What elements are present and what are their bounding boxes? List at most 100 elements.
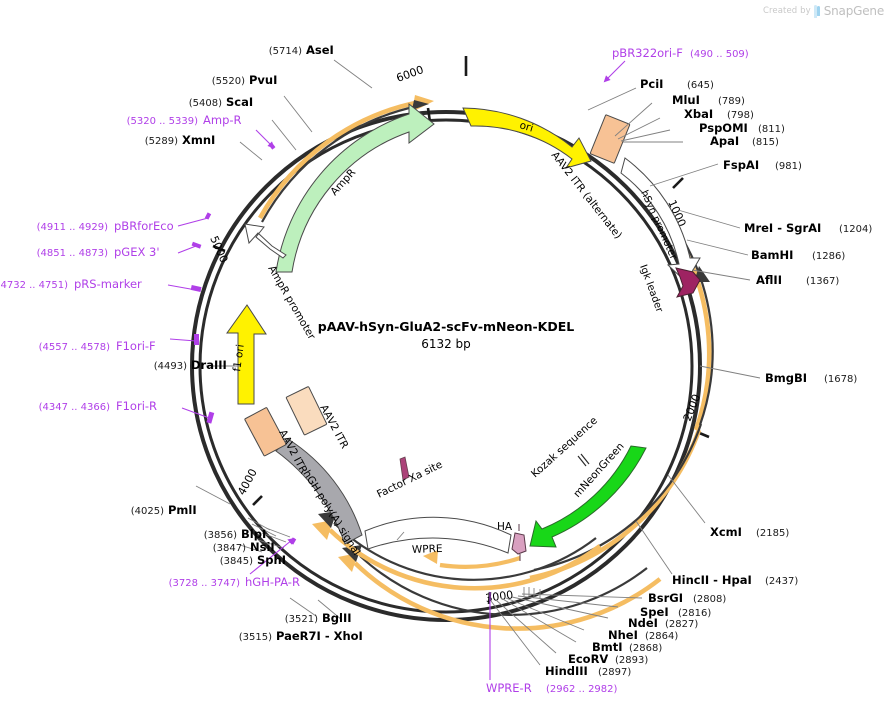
primer-label-f1ori-f[interactable]: (4557 .. 4578) F1ori-F — [39, 339, 156, 353]
enzyme-label-draiii[interactable]: (4493) DraIII — [154, 358, 227, 372]
svg-text:BmtI: BmtI — [592, 640, 623, 654]
enzyme-label-bsrgi[interactable]: BsrGI (2808) — [648, 591, 726, 605]
tick-label-3000: 3000 — [485, 588, 515, 605]
enzyme-label-bmgbi[interactable]: BmgBI (1678) — [765, 371, 857, 385]
enzyme-label-hindiii[interactable]: HindIII (2897) — [545, 664, 631, 678]
svg-text:AflII: AflII — [756, 273, 782, 287]
snapgene-logo-icon — [813, 4, 821, 18]
svg-text:DraIII: DraIII — [191, 358, 227, 372]
svg-text:(2185): (2185) — [756, 528, 789, 539]
enzyme-label-pvui[interactable]: (5520) PvuI — [212, 73, 278, 87]
enzyme-label-spei[interactable]: SpeI (2816) — [640, 605, 711, 619]
svg-text:(4851 .. 4873): (4851 .. 4873) — [37, 248, 109, 259]
enzyme-label-xcmi[interactable]: XcmI (2185) — [710, 525, 789, 539]
primer-label-amp-r[interactable]: (5320 .. 5339) Amp-R — [127, 113, 242, 127]
svg-text:(1204): (1204) — [839, 224, 872, 235]
enzyme-label-xmni[interactable]: (5289) XmnI — [145, 133, 216, 147]
enzyme-label-ecorv[interactable]: EcoRV (2893) — [568, 652, 648, 666]
enzyme-label-asei[interactable]: (5714) AseI — [269, 43, 334, 57]
enzyme-label-scai[interactable]: (5408) ScaI — [189, 95, 253, 109]
svg-text:(3856): (3856) — [204, 530, 237, 541]
enzyme-label-blpi[interactable]: (3856) BlpI — [204, 527, 266, 541]
enzyme-label-mlui[interactable]: MluI (789) — [672, 93, 745, 107]
svg-text:(2864): (2864) — [645, 631, 678, 642]
svg-text:XcmI: XcmI — [710, 525, 742, 539]
svg-text:Amp-R: Amp-R — [203, 113, 242, 127]
svg-text:MreI - SgrAI: MreI - SgrAI — [744, 221, 821, 235]
svg-text:(789): (789) — [718, 96, 745, 107]
svg-text:(5714): (5714) — [269, 46, 302, 57]
enzyme-label-pmli[interactable]: (4025) PmlI — [131, 503, 197, 517]
primer-label-hgh-pa-r[interactable]: (3728 .. 3747) hGH-PA-R — [169, 575, 300, 589]
watermark-brand: SnapGene — [823, 4, 884, 18]
enzyme-label-aflii[interactable]: AflII (1367) — [756, 273, 839, 287]
svg-text:EcoRV: EcoRV — [568, 652, 608, 666]
svg-text:F1ori-R: F1ori-R — [116, 399, 157, 413]
enzyme-label-xbai[interactable]: XbaI (798) — [684, 107, 754, 121]
feature-label-ori: ori — [518, 119, 534, 134]
feature-ori[interactable]: ori — [462, 107, 592, 169]
enzyme-label-ndei[interactable]: NdeI (2827) — [628, 616, 698, 630]
svg-text:(4911 .. 4929): (4911 .. 4929) — [37, 222, 109, 233]
primer-labels: pBR322ori-F (490 .. 509) WPRE-R (2962 ..… — [0, 46, 749, 695]
svg-text:NdeI: NdeI — [628, 616, 658, 630]
svg-text:(1286): (1286) — [812, 251, 845, 262]
svg-text:(4557 .. 4578): (4557 .. 4578) — [39, 342, 111, 353]
feature-f1-ori[interactable]: f1 ori — [226, 304, 267, 405]
primer-label-pbr322ori-f[interactable]: pBR322ori-F (490 .. 509) — [612, 46, 749, 60]
svg-text:hGH-PA-R: hGH-PA-R — [245, 575, 300, 589]
feature-aav2-itr-2[interactable]: AAV2 ITR — [285, 386, 350, 451]
svg-text:(2868): (2868) — [629, 643, 662, 654]
svg-text:(5408): (5408) — [189, 98, 222, 109]
enzyme-label-nhei[interactable]: NheI (2864) — [608, 628, 678, 642]
svg-text:(4025): (4025) — [131, 506, 164, 517]
svg-text:PciI: PciI — [640, 77, 663, 91]
svg-text:XbaI: XbaI — [684, 107, 713, 121]
primer-label-prs-marker[interactable]: (4732 .. 4751) pRS-marker — [0, 277, 142, 291]
enzyme-label-hincii-hpai[interactable]: HincII - HpaI (2437) — [672, 573, 798, 587]
enzyme-label-bglii[interactable]: (3521) BglII — [285, 611, 352, 625]
svg-text:(4347 .. 4366): (4347 .. 4366) — [39, 402, 111, 413]
primer-label-pbrforeco[interactable]: (4911 .. 4929) pBRforEco — [37, 219, 174, 233]
primer-label-pgex-3p[interactable]: (4851 .. 4873) pGEX 3' — [37, 245, 160, 259]
feature-label-igk-leader: Igk leader — [637, 263, 665, 315]
svg-text:PspOMI: PspOMI — [699, 121, 748, 135]
enzyme-label-paer7i-xhoi[interactable]: (3515) PaeR7I - XhoI — [239, 629, 363, 643]
enzyme-label-bmti[interactable]: BmtI (2868) — [592, 640, 662, 654]
feature-kozak-sequence[interactable]: Kozak sequence — [529, 415, 600, 481]
primer-label-wpre-r[interactable]: WPRE-R (2962 .. 2982) — [486, 681, 618, 695]
svg-text:(5320 .. 5339): (5320 .. 5339) — [127, 116, 199, 127]
feature-factor-xa-site[interactable]: Factor Xa site — [375, 456, 445, 501]
feature-igk-leader[interactable]: Igk leader — [637, 263, 701, 315]
feature-wpre[interactable]: WPRE — [364, 516, 512, 556]
enzyme-label-pcii[interactable]: PciI (645) — [640, 77, 714, 91]
leader-lines — [195, 59, 761, 666]
enzyme-label-sphi[interactable]: (3845) SphI — [220, 553, 286, 567]
svg-text:ScaI: ScaI — [226, 95, 253, 109]
enzyme-label-mrei-sgrai[interactable]: MreI - SgrAI (1204) — [744, 221, 872, 235]
svg-text:PmlI: PmlI — [168, 503, 197, 517]
svg-text:(5520): (5520) — [212, 76, 245, 87]
svg-text:pBR322ori-F: pBR322ori-F — [612, 46, 683, 60]
svg-text:(2962 .. 2982): (2962 .. 2982) — [546, 684, 618, 695]
svg-text:WPRE-R: WPRE-R — [486, 681, 532, 695]
enzyme-label-pspomi[interactable]: PspOMI (811) — [699, 121, 785, 135]
svg-text:F1ori-F: F1ori-F — [116, 339, 156, 353]
svg-text:(798): (798) — [727, 110, 754, 121]
feature-hsyn-promoter[interactable]: hSyn promoter — [620, 157, 701, 283]
primer-label-f1ori-r[interactable]: (4347 .. 4366) F1ori-R — [39, 399, 157, 413]
feature-label-ampr-promoter: AmpR promoter — [265, 264, 317, 343]
enzyme-labels-right: PciI (645) MluI (789) XbaI (798) PspOMI … — [545, 77, 872, 678]
feature-label-kozak-sequence: Kozak sequence — [529, 415, 600, 481]
enzyme-label-fspai[interactable]: FspAI (981) — [723, 158, 802, 172]
svg-text:(4493): (4493) — [154, 361, 187, 372]
enzyme-label-apai[interactable]: ApaI (815) — [710, 134, 779, 148]
tick-label-6000: 6000 — [395, 63, 426, 85]
svg-text:(5289): (5289) — [145, 136, 178, 147]
enzyme-label-bamhi[interactable]: BamHI (1286) — [751, 248, 845, 262]
feature-ha-tag[interactable]: HA — [497, 521, 527, 561]
enzyme-label-nsii[interactable]: (3847) NsiI — [213, 540, 275, 554]
tick-label-4000: 4000 — [235, 467, 260, 498]
svg-text:(815): (815) — [752, 137, 779, 148]
